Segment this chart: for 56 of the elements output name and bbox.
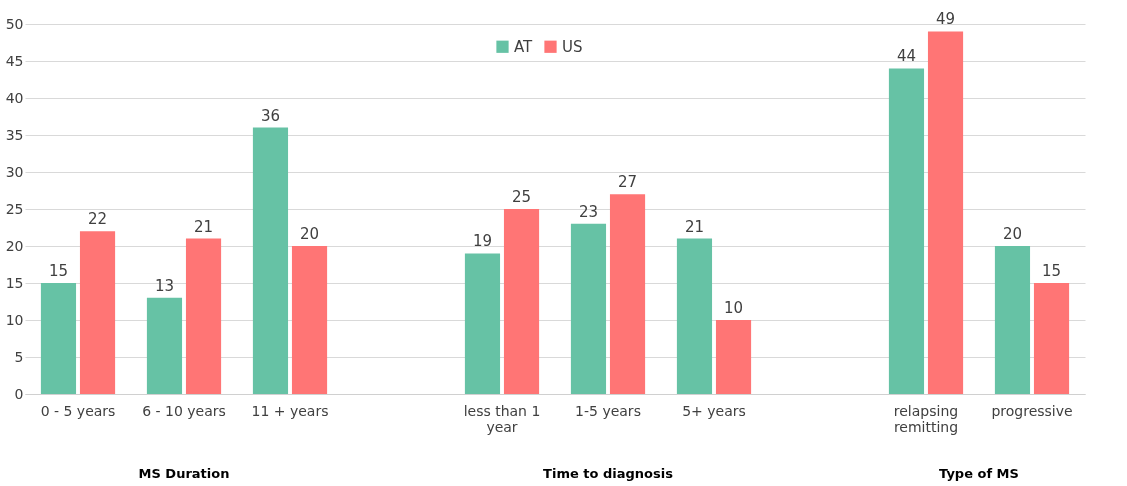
y-tick-label: 45 (5, 52, 24, 69)
x-tick-label: 1-5 years (575, 402, 641, 419)
bar (888, 68, 925, 394)
data-label: 22 (87, 210, 108, 229)
data-label: 13 (154, 276, 175, 295)
data-label: 21 (193, 217, 214, 236)
y-tick-label: 50 (5, 15, 24, 32)
x-tick-label: 5+ years (682, 402, 746, 419)
bar (570, 223, 607, 394)
x-tick-label: relapsing remitting (893, 402, 959, 435)
data-label: 25 (511, 188, 532, 206)
legend-label: AT (514, 37, 534, 56)
data-label: 19 (472, 232, 493, 251)
bar (291, 246, 328, 394)
data-label: 21 (684, 217, 705, 236)
x-tick-label: less than 1 year (463, 402, 541, 435)
y-tick-label: 30 (5, 163, 24, 180)
bar (252, 127, 289, 394)
bar (185, 238, 222, 394)
y-tick-label: 5 (14, 348, 24, 365)
bar (715, 320, 752, 394)
text: MS Duration (138, 466, 230, 481)
x-tick-label: progressive (991, 402, 1073, 419)
y-tick-label: 10 (5, 311, 24, 328)
y-tick-label: 35 (5, 126, 24, 143)
y-tick-label: 40 (5, 89, 24, 106)
data-label: 20 (299, 225, 320, 243)
bar (503, 209, 540, 394)
bar (146, 297, 183, 394)
bar (927, 31, 964, 394)
bar (464, 253, 501, 394)
legend-label: US (562, 37, 583, 56)
text: Type of MS (939, 466, 1019, 481)
bar (40, 283, 77, 394)
y-tick-label: 25 (5, 200, 24, 217)
data-label: 10 (723, 299, 744, 317)
text: Time to diagnosis (543, 466, 674, 481)
data-label: 49 (935, 10, 956, 29)
data-label: 15 (48, 262, 69, 280)
data-label: 36 (260, 106, 281, 125)
data-label: 23 (578, 202, 599, 221)
data-label: 15 (1041, 262, 1062, 280)
data-label: 20 (1002, 225, 1023, 243)
x-tick-label: 6 - 10 years (142, 402, 226, 419)
y-tick-label: 15 (5, 274, 24, 291)
bar (1033, 283, 1070, 394)
data-label: 27 (617, 173, 638, 192)
data-label: 44 (896, 47, 917, 66)
bar (994, 246, 1031, 394)
y-tick-label: 0 (14, 385, 24, 402)
y-tick-label: 20 (5, 237, 24, 254)
x-tick-label: 11 + years (251, 402, 329, 419)
bar (79, 231, 116, 394)
bar (609, 194, 646, 394)
bar (676, 238, 713, 394)
x-tick-label: 0 - 5 years (40, 402, 116, 419)
